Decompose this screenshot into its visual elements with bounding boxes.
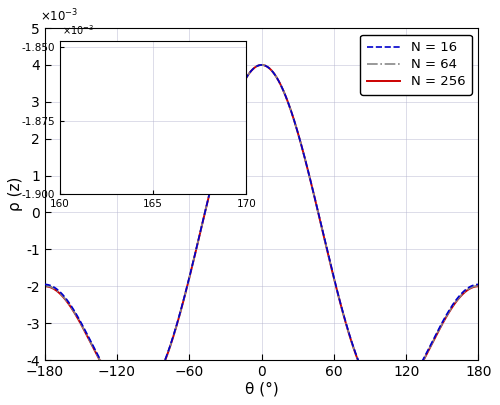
N = 16	[126, 396, 132, 401]
Legend: N = 16, N = 64, N = 256: N = 16, N = 64, N = 256	[360, 35, 472, 95]
N = 64	[42, 284, 48, 288]
N = 256	[44, 284, 50, 289]
N = 16	[254, 64, 260, 68]
N = 64	[68, 304, 73, 309]
Line: N = 256: N = 256	[44, 65, 478, 401]
N = 64	[452, 300, 458, 305]
N = 256	[258, 62, 264, 67]
N = 64	[476, 284, 482, 288]
N = 256	[452, 300, 458, 305]
N = 16	[42, 282, 48, 287]
Line: N = 16: N = 16	[44, 65, 478, 399]
N = 256	[42, 284, 48, 289]
N = 16	[68, 303, 73, 307]
N = 64	[44, 284, 50, 288]
N = 256	[476, 284, 482, 289]
N = 256	[60, 294, 66, 299]
N = 64	[254, 64, 260, 68]
Text: $\times10^{-3}$: $\times10^{-3}$	[40, 8, 78, 25]
N = 16	[60, 292, 66, 297]
N = 256	[132, 398, 138, 403]
N = 256	[254, 64, 260, 68]
Line: N = 64: N = 64	[44, 65, 478, 400]
X-axis label: θ (°): θ (°)	[244, 382, 278, 396]
Y-axis label: ρ (z): ρ (z)	[8, 177, 24, 211]
N = 64	[132, 398, 138, 403]
N = 16	[476, 282, 482, 287]
N = 16	[132, 397, 138, 402]
N = 16	[44, 282, 50, 287]
N = 16	[452, 298, 458, 303]
N = 64	[60, 294, 66, 298]
N = 256	[68, 305, 73, 309]
N = 256	[126, 397, 132, 402]
N = 64	[126, 396, 132, 401]
N = 64	[258, 62, 264, 67]
N = 16	[258, 62, 264, 67]
